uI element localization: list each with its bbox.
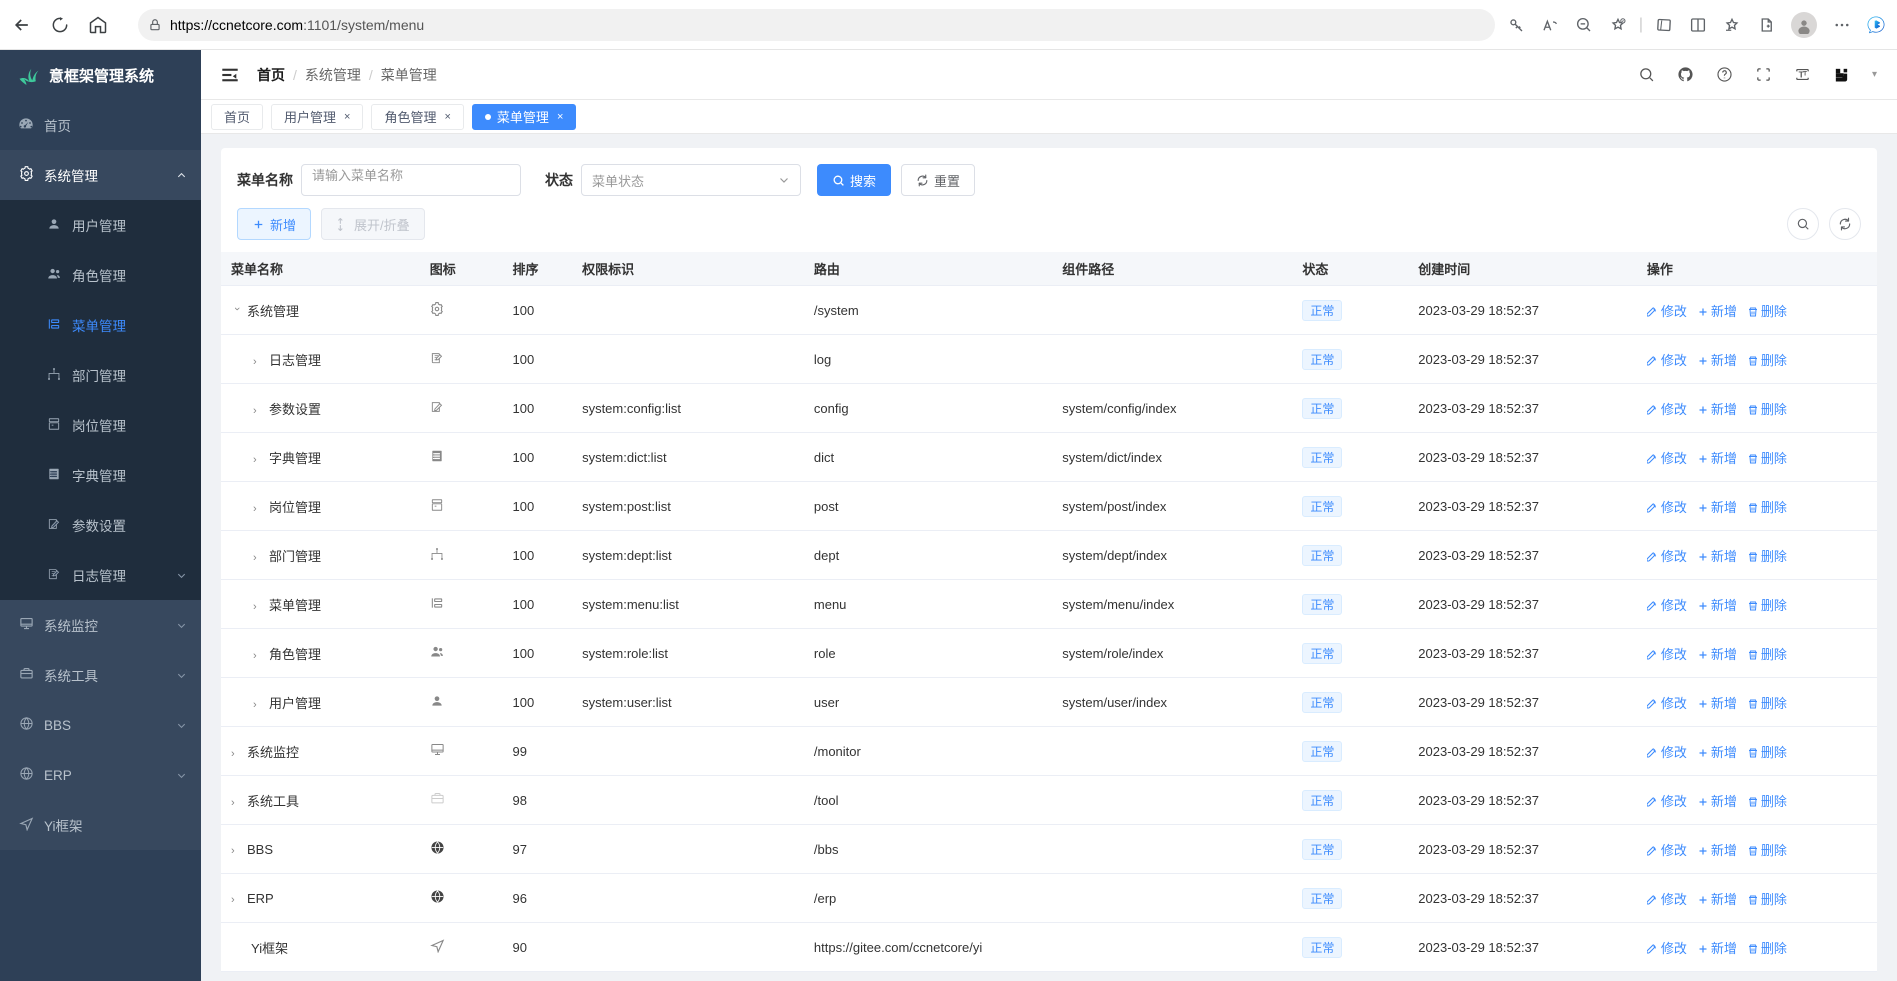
svg-text:T: T bbox=[1803, 72, 1807, 78]
